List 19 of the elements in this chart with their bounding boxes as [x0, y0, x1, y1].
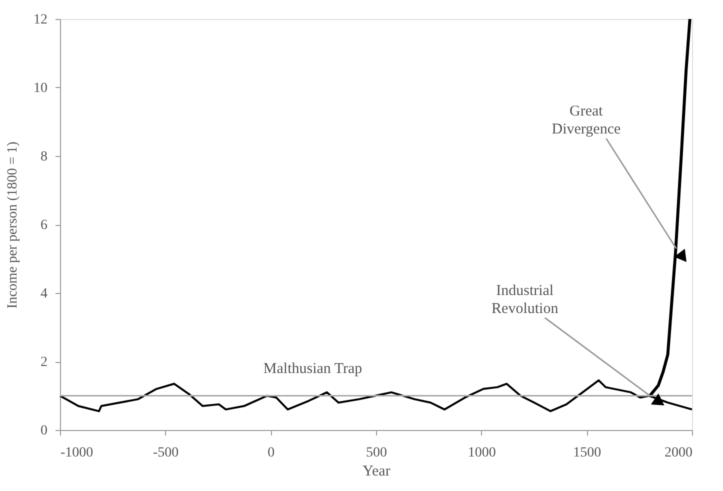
- y-tick-label: 6: [40, 218, 48, 233]
- y-tick-label: 4: [40, 286, 48, 302]
- x-tick-label: -500: [152, 446, 179, 460]
- y-tick-label: 2: [40, 355, 48, 370]
- annotation: Industrial Revolution: [492, 282, 559, 317]
- ref-line-label: Malthusian Trap: [263, 360, 362, 377]
- x-tick-label: 500: [366, 446, 387, 460]
- y-axis-title: Income per person (1800 = 1): [6, 141, 20, 308]
- x-axis-title: Year: [362, 464, 390, 480]
- x-tick-label: 2000: [664, 446, 692, 460]
- x-tick-label: 0: [268, 446, 275, 460]
- annotation: Great Divergence: [552, 103, 621, 138]
- y-tick-label: 0: [40, 424, 48, 438]
- y-tick-label: 12: [34, 12, 48, 28]
- y-tick-label: 10: [34, 81, 48, 96]
- y-tick-label: 8: [40, 150, 48, 164]
- x-tick-label: -1000: [60, 446, 94, 460]
- x-tick-label: 1500: [573, 446, 602, 460]
- x-tick-label: 1000: [468, 446, 496, 460]
